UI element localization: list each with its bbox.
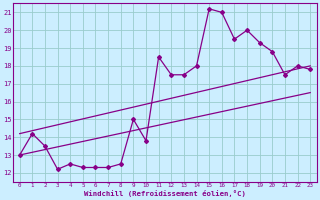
X-axis label: Windchill (Refroidissement éolien,°C): Windchill (Refroidissement éolien,°C) <box>84 190 246 197</box>
